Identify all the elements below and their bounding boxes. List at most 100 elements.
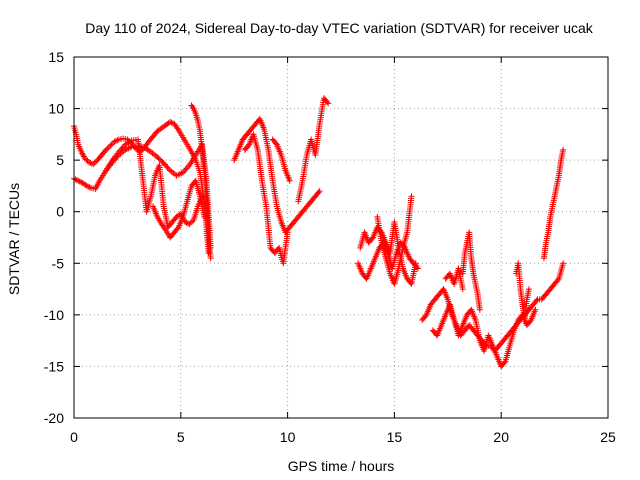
grid (74, 57, 608, 418)
axis-ticks (73, 56, 609, 419)
data-point (201, 213, 208, 220)
data-point (185, 163, 192, 170)
data-point (181, 168, 188, 175)
series-arc-g (241, 131, 291, 267)
data-point (160, 160, 167, 167)
x-tick-label: 5 (177, 429, 185, 445)
series-arc-o (459, 229, 483, 313)
data-point (560, 260, 567, 267)
data-point (113, 137, 120, 144)
series-arc-r (540, 146, 567, 262)
data-point (86, 184, 93, 191)
data-point (161, 161, 168, 168)
data-point (245, 142, 252, 149)
data-point (114, 137, 121, 144)
data-point (368, 235, 375, 242)
data-point (88, 160, 95, 167)
data-point (115, 148, 122, 155)
data-point (76, 178, 83, 185)
y-tick-label: 0 (56, 204, 64, 220)
plot-frame (73, 56, 609, 419)
y-tick-label: 10 (48, 101, 64, 117)
data-point (167, 118, 174, 125)
x-tick-label: 25 (600, 429, 616, 445)
data-point (159, 158, 166, 165)
y-tick-label: 15 (48, 49, 64, 65)
data-point (272, 140, 279, 147)
x-tick-label: 10 (280, 429, 296, 445)
series-arc-b (71, 141, 214, 251)
data-point (103, 146, 110, 153)
data-point (186, 221, 193, 228)
data-point (527, 318, 534, 325)
data-point (422, 313, 429, 320)
data-point (105, 144, 112, 151)
series-arc-i (269, 136, 293, 184)
series-arc-m (419, 260, 567, 354)
data-point (81, 155, 88, 162)
data-point (476, 306, 483, 313)
markers (71, 95, 567, 370)
data-point (107, 142, 114, 149)
data-point (408, 193, 415, 200)
y-tick-label: -5 (52, 255, 65, 271)
data-point (111, 138, 118, 145)
data-point (72, 176, 79, 183)
data-point (168, 119, 175, 126)
data-point (324, 99, 331, 106)
data-point (83, 182, 90, 189)
data-point (108, 141, 115, 148)
data-point (412, 260, 419, 267)
data-point (189, 218, 196, 225)
data-point (184, 220, 191, 227)
x-tick-label: 15 (387, 429, 403, 445)
series-arc-q (513, 260, 532, 324)
data-point (554, 277, 561, 284)
data-point (119, 144, 126, 151)
data-point (459, 286, 466, 293)
data-point (501, 359, 508, 366)
data-point (560, 146, 567, 153)
data-point (207, 255, 214, 262)
data-point (179, 169, 186, 176)
data-point (187, 219, 194, 226)
data-point (525, 286, 532, 293)
data-point (286, 177, 293, 184)
chart-title: Day 110 of 2024, Sidereal Day-to-day VTE… (85, 20, 594, 36)
series-arc-d (150, 177, 208, 241)
data-point (182, 166, 189, 173)
data-point (532, 306, 539, 313)
x-axis-label: GPS time / hours (288, 458, 395, 474)
x-tick-label: 0 (70, 429, 78, 445)
data-point (90, 161, 97, 168)
data-point (83, 156, 90, 163)
x-tick-label: 20 (493, 429, 509, 445)
data-point (315, 189, 322, 196)
data-point (183, 165, 190, 172)
data-point (75, 177, 82, 184)
y-tick-label: -20 (44, 410, 64, 426)
data-point (414, 265, 421, 272)
series-arc-f (231, 115, 323, 236)
series-arc-l (374, 193, 415, 287)
data-point (85, 159, 92, 166)
data-point (163, 163, 170, 170)
data-point (117, 147, 124, 154)
series-arc-n (429, 301, 539, 370)
data-point (104, 145, 111, 152)
data-point (85, 183, 92, 190)
data-point (284, 229, 291, 236)
series-arc-h (295, 95, 332, 205)
data-point (118, 146, 125, 153)
data-point (325, 100, 332, 107)
data-point (73, 177, 80, 184)
data-point (174, 225, 181, 232)
series-arc-k (357, 219, 419, 287)
series-arc-e (188, 102, 214, 262)
series-arc-p (442, 265, 466, 293)
data-point (164, 164, 171, 171)
data-point (165, 166, 172, 173)
y-tick-label: -15 (44, 358, 64, 374)
data-point (91, 159, 98, 166)
